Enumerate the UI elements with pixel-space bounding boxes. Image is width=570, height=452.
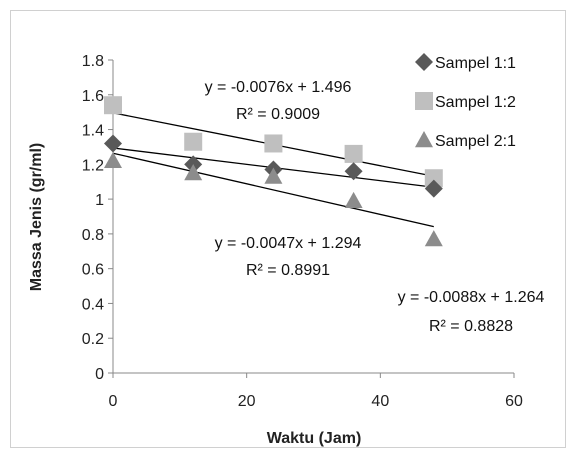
equation-sampel-1-2: y = -0.0076x + 1.496 — [205, 79, 352, 96]
data-point-sampel-2-1 — [104, 151, 122, 169]
r2-sampel-2-1: R² = 0.8828 — [429, 318, 513, 335]
data-point-sampel-1-1 — [344, 162, 363, 181]
data-point-sampel-1-1 — [424, 179, 443, 198]
legend-marker-sampel-1-1 — [415, 53, 433, 71]
data-point-sampel-1-2 — [184, 132, 203, 151]
y-tick-label: 1.4 — [82, 123, 104, 140]
equation-sampel-1-1: y = -0.0047x + 1.294 — [215, 235, 362, 252]
data-point-sampel-2-1 — [184, 164, 203, 181]
y-tick-label: 1 — [95, 192, 104, 209]
y-tick-label: 0.2 — [82, 331, 104, 348]
equation-sampel-2-1: y = -0.0088x + 1.264 — [398, 289, 545, 306]
x-axis-title: Waktu (Jam) — [267, 430, 362, 447]
chart-frame — [10, 10, 566, 448]
y-tick-label: 0.6 — [82, 262, 104, 279]
y-tick-label: 0 — [95, 366, 104, 383]
y-tick-label: 0.4 — [82, 296, 104, 313]
y-axis-title: Massa Jenis (gr/ml) — [28, 143, 45, 292]
x-tick-label: 60 — [505, 393, 523, 410]
data-point-sampel-2-1 — [264, 167, 283, 184]
x-tick-label: 20 — [238, 393, 256, 410]
legend-marker-sampel-2-1 — [415, 131, 433, 148]
data-point-sampel-1-2 — [424, 169, 443, 188]
legend: Sampel 1:1 Sampel 1:2 Sampel 2:1 — [415, 53, 516, 150]
trendline-sampel-2-1 — [112, 152, 434, 228]
legend-label-sampel-1-1: Sampel 1:1 — [435, 55, 516, 72]
legend-label-sampel-2-1: Sampel 2:1 — [435, 133, 516, 150]
axes: 0 0.2 0.4 0.6 0.8 1 1.2 1.4 1.6 1.8 0 20 40 60 — [82, 53, 523, 410]
markers — [104, 96, 443, 247]
y-tick-label: 1.2 — [82, 157, 104, 174]
data-point-sampel-1-2 — [264, 134, 283, 153]
legend-label-sampel-1-2: Sampel 1:2 — [435, 94, 516, 111]
r2-sampel-1-2: R² = 0.9009 — [236, 106, 320, 123]
y-tick-label: 1.6 — [82, 88, 104, 105]
legend-marker-sampel-1-2 — [415, 92, 433, 110]
annotations: y = -0.0076x + 1.496 R² = 0.9009 y = -0.… — [205, 79, 545, 335]
x-tick-label: 40 — [371, 393, 389, 410]
x-tick-label: 0 — [109, 393, 118, 410]
data-point-sampel-1-2 — [344, 144, 363, 163]
data-point-sampel-2-1 — [424, 230, 443, 247]
y-tick-label: 0.8 — [82, 227, 104, 244]
y-tick-label: 1.8 — [82, 53, 104, 70]
r2-sampel-1-1: R² = 0.8991 — [246, 262, 330, 279]
data-point-sampel-2-1 — [344, 191, 363, 209]
data-point-sampel-1-2 — [104, 96, 122, 115]
data-point-sampel-1-1 — [104, 134, 122, 153]
